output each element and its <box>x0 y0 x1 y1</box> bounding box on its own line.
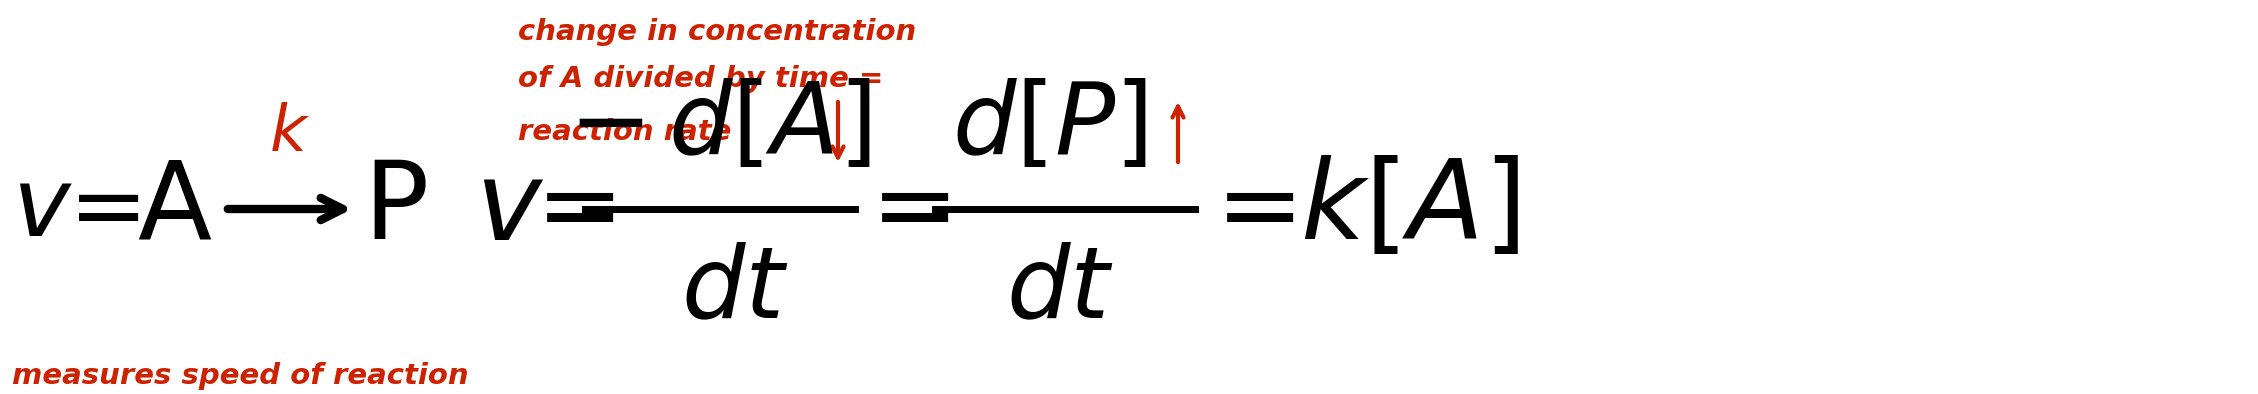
Text: change in concentration: change in concentration <box>517 18 917 46</box>
Text: $=$: $=$ <box>851 158 951 260</box>
Text: $=$: $=$ <box>1194 158 1294 260</box>
Text: $\mathrm{P}$: $\mathrm{P}$ <box>364 156 427 262</box>
Text: $=$: $=$ <box>515 158 614 260</box>
Text: reaction rate: reaction rate <box>517 118 732 146</box>
Text: $dt$: $dt$ <box>682 243 788 339</box>
Text: $d[P]$: $d[P]$ <box>953 79 1147 175</box>
Text: $-\,d[A]$: $-\,d[A]$ <box>569 79 872 175</box>
Text: $k$: $k$ <box>269 103 312 165</box>
Text: $k[A]$: $k[A]$ <box>1301 155 1520 263</box>
Text: $v$: $v$ <box>11 162 72 256</box>
Text: $=$: $=$ <box>50 164 140 254</box>
Text: measures speed of reaction: measures speed of reaction <box>11 362 470 390</box>
Text: $dt$: $dt$ <box>1007 243 1113 339</box>
Text: of A divided by time =: of A divided by time = <box>517 65 883 93</box>
Text: $v$: $v$ <box>476 156 544 262</box>
Text: $\mathrm{A}$: $\mathrm{A}$ <box>138 156 212 262</box>
